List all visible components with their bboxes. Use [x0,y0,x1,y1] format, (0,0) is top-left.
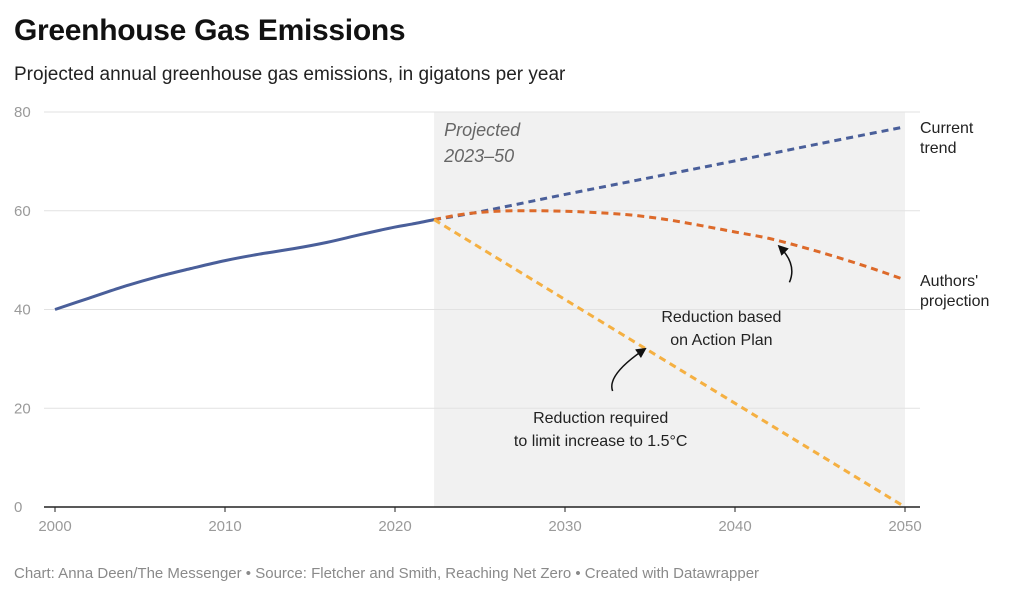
series-label: Authors' [920,273,978,290]
annotation-text-line2: to limit increase to 1.5°C [514,433,688,450]
x-tick-label: 2010 [208,518,241,535]
y-tick-label: 60 [14,203,31,220]
y-tick-label: 80 [14,104,31,121]
annotation-text: Reduction based [661,309,781,326]
annotation-text: Reduction required [533,410,668,427]
chart-footer-credit: Chart: Anna Deen/The Messenger • Source:… [14,565,760,582]
authors-projection-line [433,209,906,282]
projected-region-label: Projected [444,120,521,140]
annotation-arrow [611,347,647,392]
series-label-line2: trend [920,140,956,157]
chart-title: Greenhouse Gas Emissions [14,14,406,47]
reduction-required-line [433,218,906,509]
annotation-text-line2: on Action Plan [670,332,772,349]
series-layer [54,125,906,509]
y-tick-label: 20 [14,400,31,417]
gridlines-layer [44,111,920,512]
x-tick-label: 2050 [888,518,921,535]
historical-emissions-line [54,218,435,311]
y-tick-label: 40 [14,302,31,319]
series-label-line2: projection [920,293,989,310]
x-tick-label: 2020 [378,518,411,535]
chart-subtitle: Projected annual greenhouse gas emission… [14,64,566,85]
x-tick-label: 2000 [38,518,71,535]
y-tick-label: 0 [14,499,22,516]
x-tick-label: 2040 [718,518,751,535]
series-label: Current [920,120,974,137]
projected-region-years: 2023–50 [443,146,514,166]
annotation-arrow [777,244,793,283]
x-tick-label: 2030 [548,518,581,535]
